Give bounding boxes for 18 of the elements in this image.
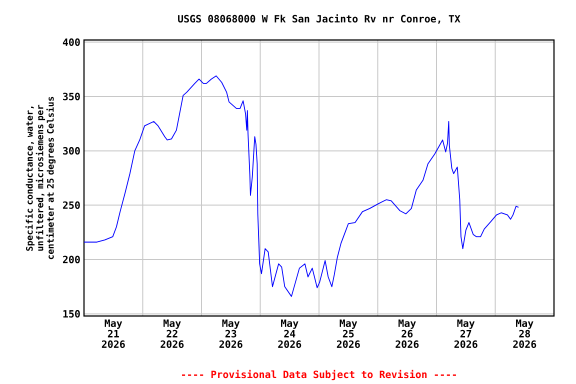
y-tick-label: 400 [62,38,80,46]
x-tick-label: May 23 2026 [219,320,242,348]
y-axis-title: Specific conductance, water, unfiltered, microsiemens per centimeter at 25 degrees Celsius [25,96,56,260]
x-tick-label: May 28 2026 [513,320,536,348]
x-tick-label: May 21 2026 [102,320,125,348]
x-tick-label: May 24 2026 [278,320,302,348]
x-tick-label: May 25 2026 [336,320,360,348]
text: ---- Provisional Data Subject to Revision ---- [182,370,456,380]
line-series [84,75,519,297]
y-tick-label: 250 [62,201,80,209]
chart-title: USGS 08068000 W Fk San Jacinto Rv nr Conroe, TX [178,14,460,24]
x-tick-label: May 27 2026 [454,320,478,348]
y-tick-label: 200 [62,256,80,264]
x-tick-label: May 22 2026 [160,320,184,348]
y-tick-label: 350 [63,92,80,100]
y-tick-label: 150 [63,310,80,318]
y-tick-label: 300 [63,147,80,155]
x-tick-label: May 26 2026 [396,320,419,348]
